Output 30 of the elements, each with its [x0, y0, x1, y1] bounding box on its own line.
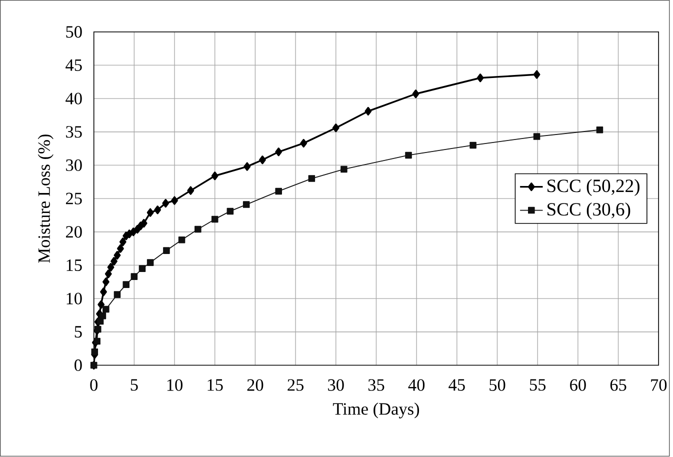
y-tick-label: 40 [66, 92, 82, 105]
y-tick-label: 15 [66, 260, 82, 272]
x-tick-label: 35 [368, 379, 384, 392]
x-tick-label: 60 [570, 379, 586, 392]
x-tick-label: 45 [448, 379, 465, 391]
x-tick-label: 50 [490, 379, 506, 392]
y-tick-label: 45 [66, 60, 82, 72]
x-tick-label: 0 [90, 379, 98, 392]
y-tick-label: 30 [66, 160, 82, 172]
x-tick-label: 10 [167, 379, 182, 392]
x-tick-label: 25 [288, 379, 304, 392]
y-tick-label: 25 [66, 192, 82, 205]
legend-label: SCC (30,6) [548, 202, 630, 220]
x-tick-label: 30 [328, 379, 344, 392]
y-tick-label: 5 [74, 326, 82, 338]
x-axis-title: Time (Days) [332, 402, 420, 419]
x-tick-label: 15 [208, 379, 223, 392]
x-tick-label: 40 [408, 379, 425, 392]
x-tick-label: 65 [610, 379, 626, 392]
x-tick-label: 5 [130, 379, 138, 391]
y-tick-label: 20 [66, 226, 82, 238]
y-tick-label: 0 [74, 360, 82, 372]
y-axis-title: Moisture Loss (%) [38, 134, 54, 264]
y-tick-label: 35 [66, 126, 82, 138]
y-tick-label: 50 [66, 26, 82, 38]
x-tick-label: 55 [530, 379, 546, 391]
y-tick-label: 10 [66, 292, 82, 305]
x-tick-label: 20 [247, 379, 264, 392]
x-tick-label: 70 [651, 379, 667, 392]
legend-label: SCC (50,22) [548, 179, 640, 196]
